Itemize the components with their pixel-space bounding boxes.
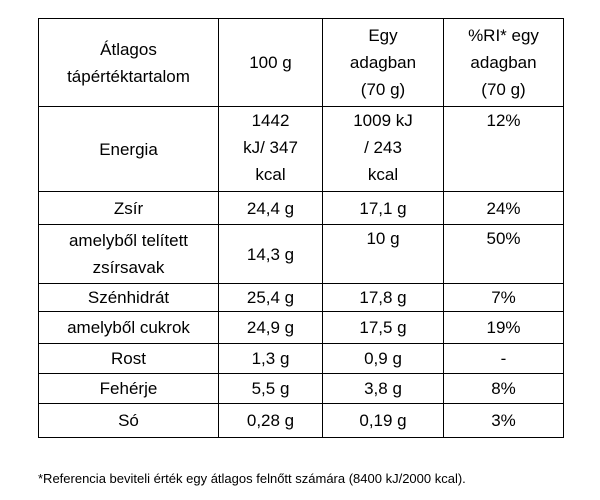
cell: amelyből telített zsírsavak [38,224,219,284]
cell: 17,5 g [322,311,444,344]
footnote: *Referencia beviteli érték egy átlagos f… [38,471,466,486]
cell: %RI* egy adagban (70 g) [443,18,564,107]
cell: Átlagos tápértéktartalom [38,18,219,107]
cell: 1009 kJ / 243 kcal [322,106,444,192]
cell: 100 g [218,18,323,107]
table-row: amelyből telített zsírsavak 14,3 g 10 g 50% [38,224,564,284]
cell: 1442 kJ/ 347 kcal [218,106,323,192]
cell: Egy adagban (70 g) [322,18,444,107]
cell: 50% [443,224,564,284]
cell: 12% [443,106,564,192]
cell: 24,4 g [218,191,323,225]
cell: Zsír [38,191,219,225]
cell: Szénhidrát [38,283,219,312]
cell: 14,3 g [218,224,323,284]
table-row: amelyből cukrok 24,9 g 17,5 g 19% [38,311,564,344]
cell: 0,28 g [218,403,323,438]
table-row: Fehérje 5,5 g 3,8 g 8% [38,373,564,404]
cell: 24,9 g [218,311,323,344]
cell: 1,3 g [218,343,323,374]
cell: 24% [443,191,564,225]
table-row: Szénhidrát 25,4 g 17,8 g 7% [38,283,564,312]
cell: amelyből cukrok [38,311,219,344]
cell: Fehérje [38,373,219,404]
cell: Energia [38,106,219,192]
cell: Só [38,403,219,438]
cell: 17,8 g [322,283,444,312]
cell: 7% [443,283,564,312]
nutrition-table: Átlagos tápértéktartalom 100 g Egy adagban… [38,18,564,438]
cell: 3% [443,403,564,438]
table-row: Só 0,28 g 0,19 g 3% [38,403,564,438]
cell: Rost [38,343,219,374]
cell: 0,19 g [322,403,444,438]
table-row: Zsír 24,4 g 17,1 g 24% [38,191,564,225]
header-row: Átlagos tápértéktartalom 100 g Egy adagban… [38,18,564,107]
cell: - [443,343,564,374]
table-row: Energia 1442 kJ/ 347 kcal 1009 kJ / 243 kc… [38,106,564,192]
cell: 19% [443,311,564,344]
cell: 3,8 g [322,373,444,404]
cell: 5,5 g [218,373,323,404]
cell: 8% [443,373,564,404]
cell: 0,9 g [322,343,444,374]
table-row: Rost 1,3 g 0,9 g- [38,343,564,374]
cell: 25,4 g [218,283,323,312]
cell: 10 g [322,224,444,284]
cell: 17,1 g [322,191,444,225]
